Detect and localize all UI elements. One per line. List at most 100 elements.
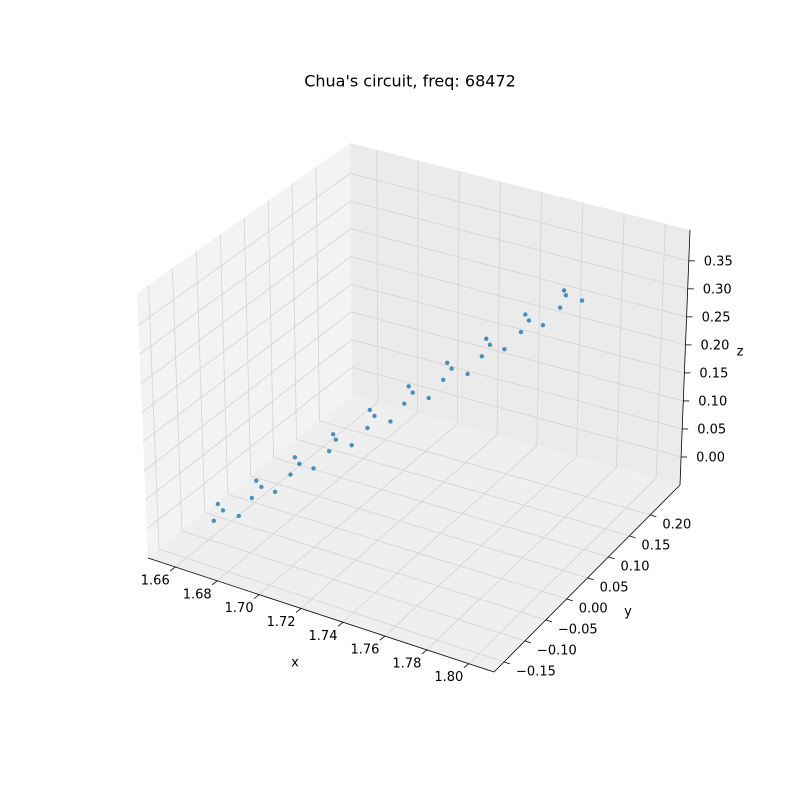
grid-line <box>146 366 353 530</box>
grid-line <box>139 200 351 355</box>
point <box>349 442 354 448</box>
x-axis-label: x <box>291 656 299 671</box>
point <box>326 448 332 454</box>
z-tick-label: 0.30 <box>703 282 732 297</box>
y-tick-label: 0.20 <box>662 517 691 532</box>
grid-line <box>195 251 206 513</box>
pane-floor <box>148 395 680 672</box>
point <box>272 489 278 495</box>
point <box>518 329 524 335</box>
x-axis-line <box>147 557 495 673</box>
x-tick <box>211 580 218 586</box>
point <box>236 513 241 519</box>
grid-line <box>376 149 379 403</box>
grid-line <box>615 213 625 468</box>
grid-line <box>350 173 689 262</box>
point <box>288 472 293 477</box>
x-tick-label: 1.70 <box>225 601 254 616</box>
grid-line <box>138 173 351 326</box>
x-tick-label: 1.78 <box>392 656 421 671</box>
point <box>487 342 493 348</box>
chart-title: Chua's circuit, freq: 68472 <box>304 72 516 91</box>
z-tick-label: 0.00 <box>696 450 725 465</box>
point <box>445 360 450 366</box>
grid-line <box>267 200 275 458</box>
y-tick-label: 0.15 <box>641 538 670 553</box>
point <box>579 298 585 303</box>
grid-line <box>172 268 183 531</box>
point <box>330 431 336 437</box>
point <box>402 401 407 406</box>
point <box>211 518 217 524</box>
grid-line <box>576 202 584 457</box>
grid-line <box>351 311 684 402</box>
grid-line <box>140 228 351 384</box>
x-tick <box>421 649 428 655</box>
grid-line <box>655 223 666 479</box>
z-axis-label: z <box>737 345 744 360</box>
pane-left <box>137 143 352 558</box>
point <box>365 425 370 431</box>
grid-line <box>250 475 588 579</box>
grid-line <box>350 256 686 346</box>
y-tick <box>503 661 511 665</box>
point <box>367 407 373 413</box>
y-tick <box>587 577 594 581</box>
y-tick-label: −0.15 <box>516 664 556 679</box>
z-axis-line <box>679 229 691 486</box>
point <box>259 484 264 490</box>
point <box>502 346 507 352</box>
point <box>479 354 485 359</box>
x-tick <box>379 635 386 641</box>
pane-back <box>350 143 690 485</box>
point <box>526 318 532 323</box>
grid-line <box>141 256 352 413</box>
x-tick-label: 1.76 <box>350 643 379 658</box>
grid-line <box>148 284 160 550</box>
x-tick <box>253 594 260 599</box>
point <box>426 395 431 401</box>
x-tick-label: 1.72 <box>267 615 296 630</box>
grid-line <box>351 283 685 374</box>
y-tick-label: 0.00 <box>579 601 608 616</box>
x-tick <box>337 621 344 627</box>
grid-line <box>144 311 352 471</box>
x-tick-label: 1.74 <box>309 629 338 644</box>
grid-line <box>291 183 297 440</box>
z-tick-label: 0.35 <box>704 254 733 269</box>
grid-line <box>315 166 320 422</box>
point <box>220 508 226 513</box>
y-tick <box>608 556 615 560</box>
grid-line <box>158 548 505 663</box>
point <box>410 390 415 395</box>
grid-line <box>350 200 688 290</box>
y-tick <box>524 640 532 644</box>
y-tick-label: −0.10 <box>537 643 577 658</box>
point <box>540 323 546 328</box>
grid-line <box>145 339 352 501</box>
z-tick-label: 0.20 <box>700 338 729 353</box>
y-tick-label: −0.05 <box>558 622 598 637</box>
point <box>563 293 569 298</box>
point <box>406 384 411 389</box>
grid-line <box>273 457 609 558</box>
point <box>372 413 377 419</box>
x-tick <box>170 566 176 572</box>
grid-line <box>204 512 546 621</box>
z-tick-label: 0.15 <box>699 366 728 381</box>
y-tick <box>566 598 573 602</box>
grid-line <box>496 181 501 435</box>
x-tick <box>295 608 302 613</box>
point <box>249 495 255 501</box>
grid-line <box>227 493 567 600</box>
point <box>465 371 470 377</box>
point <box>297 461 302 467</box>
point <box>523 312 528 317</box>
x-tick-label: 1.66 <box>141 573 170 588</box>
y-axis-label: y <box>624 605 632 620</box>
grid-line <box>351 366 682 458</box>
grid-line <box>296 438 630 537</box>
point <box>292 455 298 460</box>
grid-line <box>142 283 352 442</box>
